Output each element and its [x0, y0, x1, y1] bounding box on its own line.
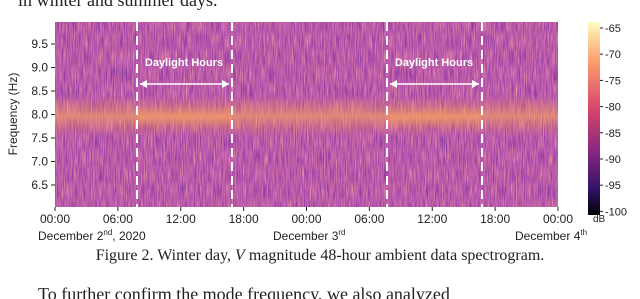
colorbar-tick-label: -85 [605, 128, 621, 140]
colorbar [588, 22, 600, 215]
body-text: in winter and summer days. [18, 0, 217, 10]
colorbar-tick-label: -95 [605, 180, 621, 192]
caption-text: Figure 2. Winter day, [96, 247, 235, 264]
y-tick-label: 9.0 [31, 61, 48, 75]
caption-italic: V [235, 247, 247, 264]
date-label: December 2nd, 2020 [38, 228, 146, 243]
annotation: Daylight Hours [145, 57, 223, 69]
caption: Figure 2. Winter day, V magnitude 48-hou… [96, 247, 545, 264]
date-label: December 3rd [273, 228, 346, 243]
y-ticks: 9.5 9.0 8.5 8.0 7.5 7.0 6.5 [31, 37, 55, 192]
colorbar-tick-label: -75 [605, 75, 621, 87]
y-tick-label: 6.5 [31, 178, 48, 192]
x-ticks: 00:00 06:00 12:00 18:00 00:00 06:00 12:00 18:00… [40, 207, 573, 226]
colorbar-label: dB [593, 214, 606, 225]
date-text: , 2020 [112, 229, 146, 243]
x-tick-label: 12:00 [417, 212, 447, 226]
date-text: December 4 [515, 229, 581, 243]
date-label: December 4th [515, 228, 587, 243]
x-tick-label: 12:00 [166, 212, 196, 226]
spectrogram-band [137, 106, 232, 128]
x-tick-label: 18:00 [480, 212, 510, 226]
y-tick-label: 7.0 [31, 155, 48, 169]
x-tick-label: 06:00 [354, 212, 384, 226]
x-tick-label: 18:00 [229, 212, 259, 226]
y-tick-label: 8.0 [31, 108, 48, 122]
y-tick-label: 9.5 [31, 37, 48, 51]
spectrogram-band [55, 96, 558, 136]
body-text: To further confirm the mode frequency, w… [38, 284, 450, 299]
spectrogram-band [387, 106, 482, 128]
date-text: December 3 [273, 229, 339, 243]
y-tick-label: 7.5 [31, 131, 48, 145]
x-tick-label: 00:00 [543, 212, 573, 226]
colorbar-tick-label: -65 [605, 23, 621, 35]
date-text: December 2 [38, 229, 104, 243]
date-sup: th [580, 228, 587, 237]
date-sup: rd [338, 228, 345, 237]
x-tick-label: 00:00 [40, 212, 70, 226]
x-tick-label: 00:00 [291, 212, 321, 226]
colorbar-tick-label: -80 [605, 102, 621, 114]
y-tick-label: 8.5 [31, 84, 48, 98]
annotation: Daylight Hours [395, 57, 473, 69]
x-tick-label: 06:00 [103, 212, 133, 226]
caption-text: magnitude 48-hour ambient data spectrogr… [245, 247, 544, 264]
colorbar-ticks: -65 -70 -75 -80 -85 -90 -95 -100 [600, 23, 627, 218]
y-axis-label: Frequency (Hz) [6, 73, 20, 156]
date-sup: nd [103, 228, 112, 237]
daylight-arrows [140, 80, 479, 88]
colorbar-tick-label: -70 [605, 49, 621, 61]
colorbar-tick-label: -90 [605, 154, 621, 166]
daylight-lines [136, 22, 483, 207]
colorbar-tick-label: -100 [605, 206, 627, 218]
